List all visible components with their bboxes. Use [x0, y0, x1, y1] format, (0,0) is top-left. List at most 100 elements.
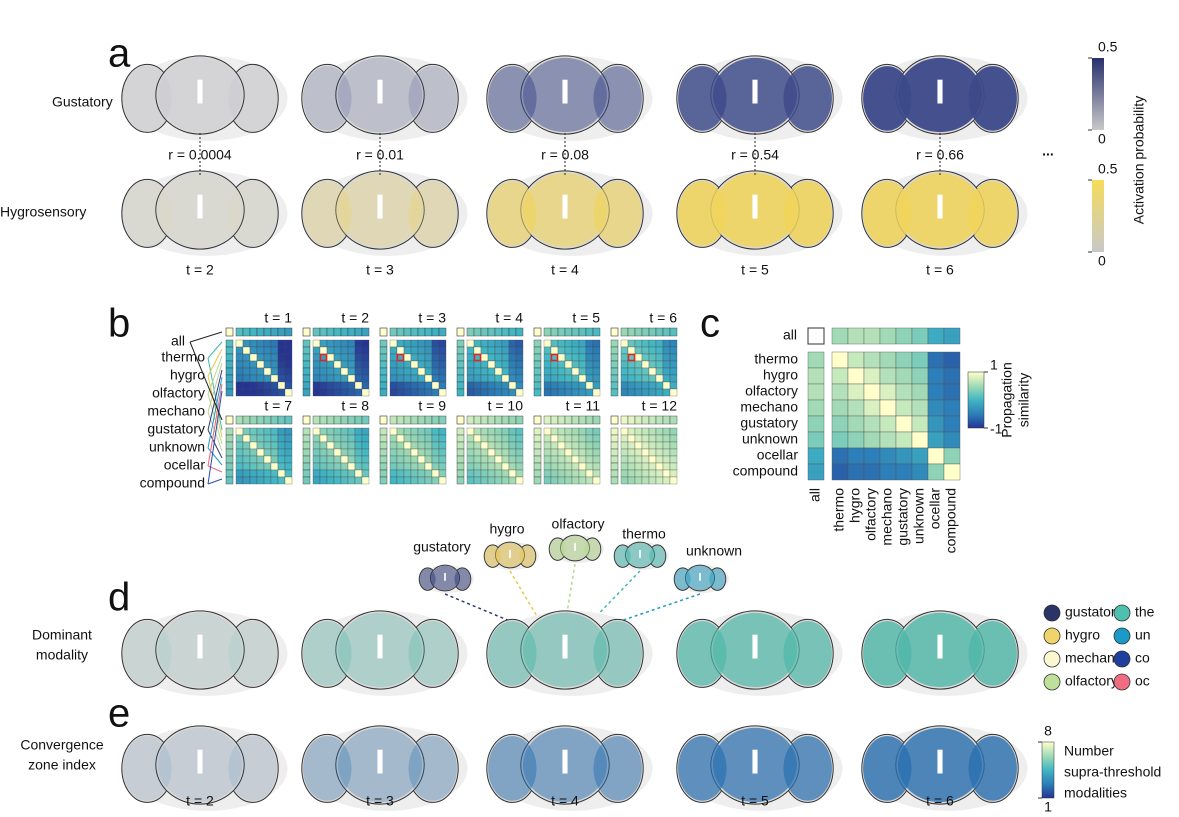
matrix-cell [270, 346, 279, 355]
matrix-cell [438, 346, 447, 355]
matrix-cell [662, 455, 671, 464]
matrix-cell [403, 455, 412, 464]
matrix-cell [641, 455, 650, 464]
time-label: t = 12 [642, 398, 678, 414]
matrix-cell [571, 353, 580, 362]
matrix-cell [592, 455, 601, 464]
matrix-cell [592, 367, 601, 376]
matrix-cell [634, 360, 643, 369]
strip-cell [456, 360, 465, 369]
matrix-cell [417, 360, 426, 369]
legend-label: olfactory [1065, 673, 1118, 689]
matrix-cell [550, 381, 559, 390]
modality-label: compound [943, 488, 959, 553]
matrix-cell [284, 353, 293, 362]
matrix-cell [578, 448, 587, 457]
link [189, 341, 223, 421]
matrix-cell [263, 381, 272, 390]
brain-activity [593, 66, 642, 131]
matrix-cell [564, 434, 573, 443]
matrix-cell [354, 448, 363, 457]
matrix-cell [403, 469, 412, 478]
matrix-cell [501, 360, 510, 369]
link [207, 376, 223, 449]
strip-cell [270, 415, 279, 425]
matrix-cell [333, 388, 342, 397]
matrix-cell [592, 462, 601, 471]
colorbar-label: Number [1064, 743, 1114, 759]
matrix-cell [847, 383, 865, 401]
strip-cell [533, 367, 542, 376]
strip-cell [225, 469, 234, 478]
strip-cell [585, 327, 594, 337]
matrix-cell [501, 476, 510, 485]
matrix-cell [543, 367, 552, 376]
matrix-cell [354, 353, 363, 362]
brain-slit [752, 634, 758, 659]
matrix-cell [242, 353, 251, 362]
all-row-cell [847, 327, 865, 345]
matrix-cell [431, 353, 440, 362]
matrix-cell [494, 476, 503, 485]
matrix-cell [235, 441, 244, 450]
matrix-cell [655, 381, 664, 390]
matrix-cell [347, 434, 356, 443]
strip-cell [641, 327, 650, 337]
highlight [396, 353, 405, 362]
matrix-cell [578, 434, 587, 443]
matrix-cell [627, 462, 636, 471]
matrix-cell [333, 339, 342, 348]
matrix-cell [634, 427, 643, 436]
matrix-cell [571, 448, 580, 457]
strip-cell [379, 469, 388, 478]
matrix-cell [620, 360, 629, 369]
matrix-cell [256, 448, 265, 457]
matrix-cell [466, 448, 475, 457]
matrix-cell [863, 431, 881, 449]
matrix-cell [592, 388, 601, 397]
matrix-cell [641, 462, 650, 471]
legend-label: mechano [1065, 650, 1123, 666]
strip-cell [312, 327, 321, 337]
time-label: t = 5 [741, 262, 769, 278]
matrix-cell [911, 399, 929, 417]
modality-label: thermo [754, 351, 798, 367]
matrix-cell [347, 346, 356, 355]
matrix-cell [648, 388, 657, 397]
matrix-cell [571, 339, 580, 348]
matrix-cell [326, 441, 335, 450]
matrix-cell [585, 388, 594, 397]
matrix-cell [333, 374, 342, 383]
modality-label: olfactory [745, 383, 798, 399]
matrix-cell [466, 339, 475, 348]
matrix-cell [641, 441, 650, 450]
matrix-cell [571, 462, 580, 471]
matrix-cell [669, 476, 678, 485]
brain-activity [454, 568, 471, 590]
matrix-cell [943, 415, 961, 433]
matrix-cell [508, 427, 517, 436]
strip-cell [610, 374, 619, 383]
matrix-cell [424, 374, 433, 383]
matrix-cell [564, 388, 573, 397]
matrix-cell [501, 427, 510, 436]
tick-label: 0 [1098, 131, 1106, 147]
matrix-cell [564, 441, 573, 450]
matrix-cell [662, 374, 671, 383]
panel-label: b [108, 302, 130, 346]
brain-slit [197, 749, 203, 774]
matrix-cell [263, 388, 272, 397]
matrix-cell [669, 434, 678, 443]
brain-activity [783, 66, 832, 131]
matrix-cell [847, 351, 865, 369]
matrix-cell [319, 360, 328, 369]
strip-cell [302, 381, 311, 390]
matrix-cell [431, 448, 440, 457]
matrix-cell [431, 476, 440, 485]
matrix-cell [494, 434, 503, 443]
matrix-cell [424, 381, 433, 390]
matrix-cell [270, 469, 279, 478]
matrix-cell [249, 476, 258, 485]
matrix-cell [550, 360, 559, 369]
strip-cell [319, 327, 328, 337]
